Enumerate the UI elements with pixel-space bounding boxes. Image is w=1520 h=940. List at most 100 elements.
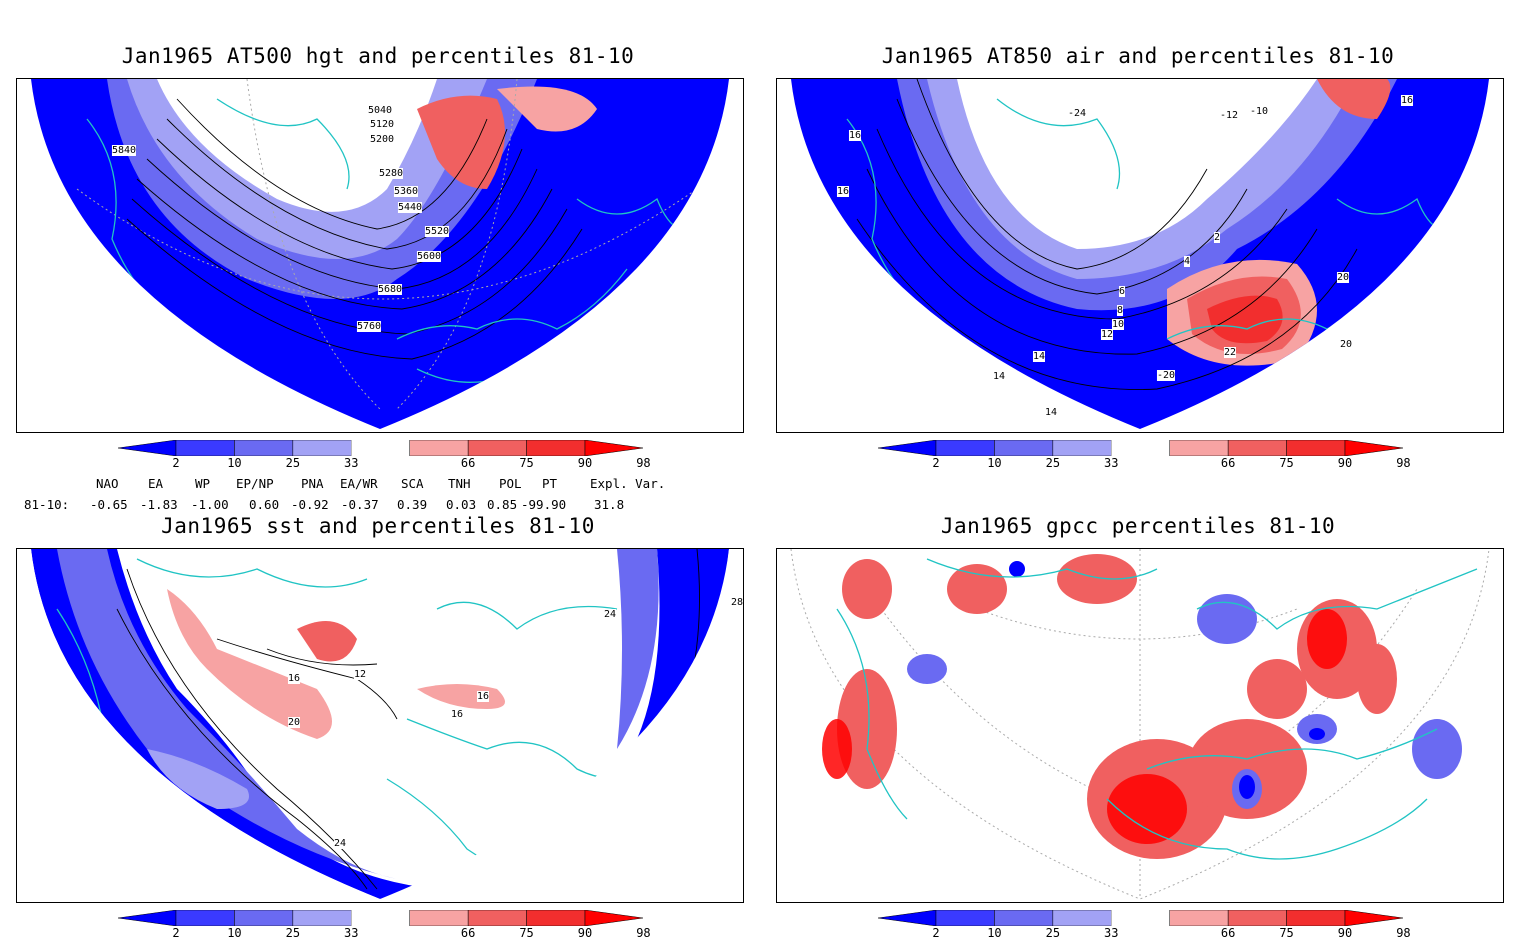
colorbar-segment — [175, 909, 235, 927]
colorbar-tick-label: 25 — [285, 926, 301, 940]
colorbar-tick-label: 98 — [1396, 926, 1411, 940]
colorbar-tick-label: 10 — [987, 926, 1002, 940]
contour-label: 5600 — [416, 251, 442, 262]
panel-title-air: Jan1965 AT850 air and percentiles 81-10 — [881, 44, 1395, 68]
colorbar-segment — [1052, 909, 1112, 927]
contour-label: 22 — [1223, 347, 1237, 358]
colorbar-tick-label: 75 — [1279, 456, 1294, 470]
index-header: NAO — [96, 476, 119, 491]
contour-label: 28 — [730, 597, 744, 608]
index-value: 0.03 — [446, 497, 477, 512]
map-panel-air: -24 -12 -10 2 4 6 8 10 12 14 22 -20 14 1… — [776, 78, 1504, 433]
colorbar-segment — [117, 439, 177, 457]
contour-label: 5040 — [367, 105, 393, 116]
map-panel-sst: 12 16 20 24 16 16 24 28 — [16, 548, 744, 903]
contour-label: 16 — [848, 130, 862, 141]
index-value: -0.65 — [90, 497, 128, 512]
index-value: -99.90 — [521, 497, 567, 512]
contour-label: 5200 — [369, 134, 395, 145]
colorbar-segment — [1169, 909, 1229, 927]
colorbar-segment — [1286, 909, 1346, 927]
colorbar-segment — [877, 909, 937, 927]
colorbar-segment — [877, 439, 937, 457]
colorbar-tick-label: 33 — [1104, 926, 1119, 940]
colorbar-tick-label: 90 — [1337, 926, 1353, 940]
contour-label: 24 — [603, 609, 617, 620]
contour-label: 5120 — [369, 119, 395, 130]
index-header: WP — [195, 476, 211, 491]
index-value: -0.37 — [341, 497, 379, 512]
colorbar-tick-label: 25 — [285, 456, 301, 470]
panel-title-gpcc: Jan1965 gpcc percentiles 81-10 — [940, 514, 1336, 538]
map-gpcc — [790, 549, 1490, 900]
panel-title-hgt: Jan1965 AT500 hgt and percentiles 81-10 — [121, 44, 635, 68]
contour-label: 12 — [353, 669, 367, 680]
contour-label: 5840 — [111, 145, 137, 156]
colorbar-segment — [994, 909, 1054, 927]
colorbar-tick-label: 2 — [172, 456, 180, 470]
index-header: PT — [542, 476, 558, 491]
map-sst — [31, 549, 729, 899]
colorbar-segment — [467, 439, 527, 457]
colorbar-tick-label: 33 — [344, 926, 359, 940]
colorbar-segment — [351, 440, 410, 456]
contour-label: -20 — [1156, 370, 1176, 381]
colorbar-tick-label: 75 — [519, 456, 534, 470]
contour-label: -24 — [1067, 108, 1087, 119]
colorbar-segment — [1286, 439, 1346, 457]
map-panel-hgt: 5040 5120 5200 5280 5360 5440 5520 5600 … — [16, 78, 744, 433]
contour-label: 14 — [1044, 407, 1058, 418]
colorbar-tick-label: 90 — [1337, 456, 1353, 470]
indices-row-label: 81-10: — [24, 497, 70, 512]
colorbar-tick-label: 90 — [577, 456, 593, 470]
contour-label: 2 — [1213, 232, 1221, 243]
colorbar-tick-label: 75 — [519, 926, 534, 940]
colorbar-segment — [351, 910, 410, 926]
colorbar-tick-label: 10 — [987, 456, 1002, 470]
index-header: SCA — [401, 476, 424, 491]
colorbar-segment — [234, 909, 294, 927]
indices-values: 81-10: -0.65 -1.83 -1.00 0.60 -0.92 -0.3… — [0, 497, 760, 513]
index-header: PNA — [301, 476, 324, 491]
colorbar-segment — [584, 909, 644, 927]
index-header: EA — [148, 476, 164, 491]
index-header: TNH — [448, 476, 471, 491]
index-header: EA/WR — [340, 476, 378, 491]
colorbar-segment — [1052, 439, 1112, 457]
colorbar-tick-label: 66 — [1220, 456, 1236, 470]
contour-label: 6 — [1118, 286, 1126, 297]
index-value: -0.92 — [291, 497, 329, 512]
map-air — [791, 79, 1489, 429]
colorbar-tick-label: 33 — [1104, 456, 1119, 470]
colorbar-tick-label: 66 — [460, 926, 476, 940]
contour-label: 16 — [450, 709, 464, 720]
colorbar-segment — [935, 909, 995, 927]
contour-label: 20 — [1339, 339, 1353, 350]
colorbar-segment — [935, 439, 995, 457]
colorbar-segment — [409, 909, 469, 927]
colorbar-tick-label: 25 — [1045, 456, 1061, 470]
colorbar-segment — [409, 439, 469, 457]
contour-label: 5360 — [393, 186, 419, 197]
colorbar-segment — [526, 909, 586, 927]
contour-label: 5760 — [356, 321, 382, 332]
index-value: -1.00 — [191, 497, 229, 512]
colorbar-segment — [1344, 439, 1404, 457]
colorbar-segment — [292, 439, 352, 457]
colorbar-tick-label: 98 — [636, 456, 651, 470]
contour-label: -12 — [1219, 110, 1239, 121]
index-value: 0.85 — [487, 497, 518, 512]
contour-label: 12 — [1100, 329, 1114, 340]
contour-label: 5680 — [377, 284, 403, 295]
contour-label: 10 — [1111, 319, 1125, 330]
contour-label: 14 — [1032, 351, 1046, 362]
colorbar-segment — [1344, 909, 1404, 927]
colorbar-tick-label: 25 — [1045, 926, 1061, 940]
colorbar-tick-label: 2 — [172, 926, 180, 940]
index-value: -1.83 — [140, 497, 178, 512]
colorbar-top-left: 2 10 25 33 66 75 90 98 — [117, 439, 651, 470]
contour-label: 16 — [287, 673, 301, 684]
contour-label: 16 — [836, 186, 850, 197]
panel-title-sst: Jan1965 sst and percentiles 81-10 — [161, 514, 595, 538]
index-value: 0.60 — [249, 497, 280, 512]
